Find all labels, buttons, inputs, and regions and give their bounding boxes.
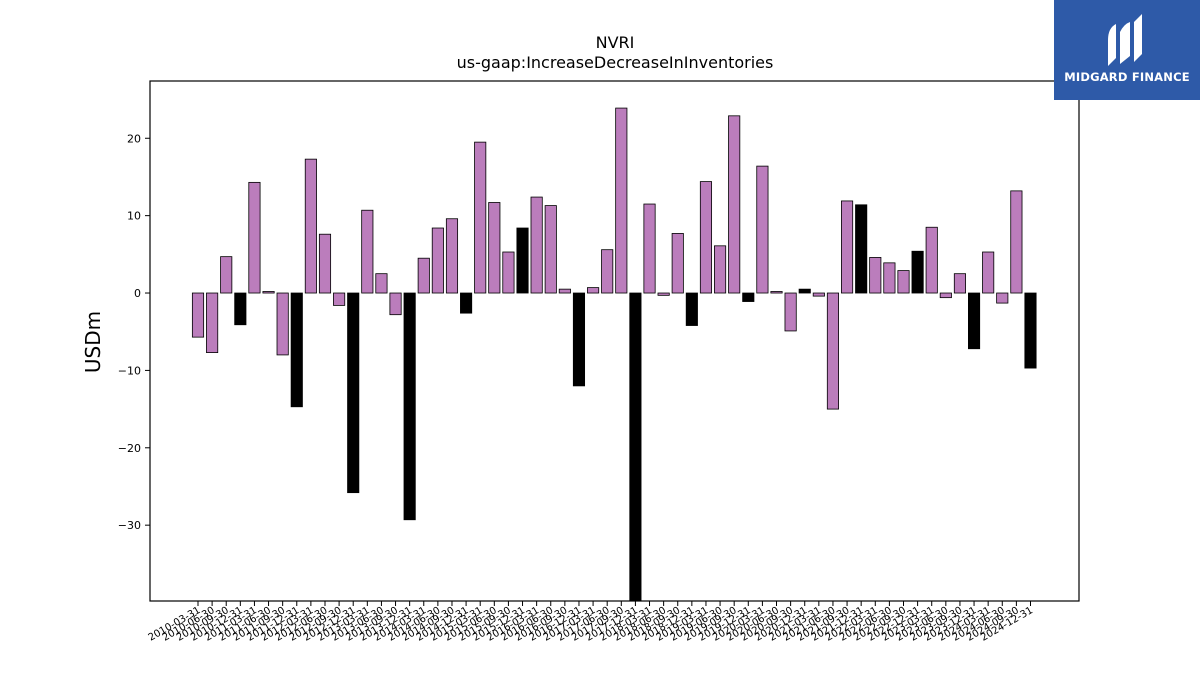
bar [968, 292, 981, 350]
y-axis-label: USDm [81, 311, 105, 373]
bar [530, 196, 543, 294]
bar [869, 257, 882, 294]
y-tick-label: 10 [127, 210, 141, 223]
bar [643, 203, 656, 294]
bar [798, 288, 811, 294]
bar [318, 233, 332, 294]
bar [572, 292, 586, 387]
bar [953, 273, 966, 294]
y-tick-label: 0 [134, 287, 141, 300]
bar [474, 141, 487, 294]
bar [939, 292, 952, 299]
bar [587, 287, 600, 294]
bar [516, 227, 529, 294]
bar [925, 226, 938, 294]
bars-layer [191, 107, 1037, 602]
bar [234, 292, 247, 326]
midgard-logo: MIDGARD FINANCE [1054, 0, 1200, 100]
x-axis: 2010-03-312010-06-302010-09-302010-12-31… [147, 601, 1035, 644]
bar [699, 181, 713, 294]
bar [601, 249, 614, 294]
bar [460, 292, 473, 314]
bar [1010, 190, 1023, 294]
bar [304, 158, 317, 294]
bar [333, 292, 346, 306]
y-tick-label: −20 [118, 442, 141, 455]
bar [544, 205, 557, 294]
bar [191, 292, 205, 338]
bar [714, 245, 727, 294]
bar [756, 165, 769, 294]
bar [855, 204, 868, 294]
y-tick-label: 20 [127, 132, 141, 145]
midgard-logo-icon [1108, 14, 1142, 66]
bar [248, 181, 261, 294]
bar [558, 288, 571, 294]
bar [826, 292, 839, 410]
bar [417, 257, 430, 294]
bar [770, 291, 783, 294]
bar [657, 292, 670, 296]
bar [389, 292, 402, 316]
bar [897, 270, 910, 294]
bar [841, 200, 854, 294]
bar [1024, 292, 1037, 369]
chart-subtitle: us-gaap:IncreaseDecreaseInInventories [457, 53, 774, 72]
bar [276, 292, 289, 356]
bar [361, 209, 374, 294]
bar [220, 256, 233, 294]
bar [671, 233, 684, 294]
bar [615, 107, 628, 294]
chart-title: NVRI [596, 33, 635, 52]
bar [347, 292, 360, 494]
bar [685, 292, 698, 326]
bar [996, 292, 1009, 304]
y-tick-label: −30 [118, 519, 141, 532]
y-tick-label: −10 [118, 364, 141, 377]
bar [431, 227, 444, 294]
bar [911, 250, 924, 294]
bar [728, 115, 741, 294]
bar [742, 292, 755, 302]
plot-frame [149, 80, 1080, 602]
bar [445, 218, 459, 294]
bar [812, 292, 825, 297]
y-axis: −30 −20 −10 0 10 20 [118, 132, 150, 532]
bar [629, 292, 642, 602]
bar [262, 291, 275, 294]
brand-name: MIDGARD FINANCE [1064, 70, 1190, 84]
bar [206, 292, 219, 353]
bar [784, 292, 797, 332]
bar [403, 292, 416, 521]
bar [488, 202, 501, 294]
bar [883, 262, 896, 294]
bar [502, 251, 515, 294]
bar [375, 273, 388, 294]
bar [982, 251, 995, 294]
bar [290, 292, 303, 408]
